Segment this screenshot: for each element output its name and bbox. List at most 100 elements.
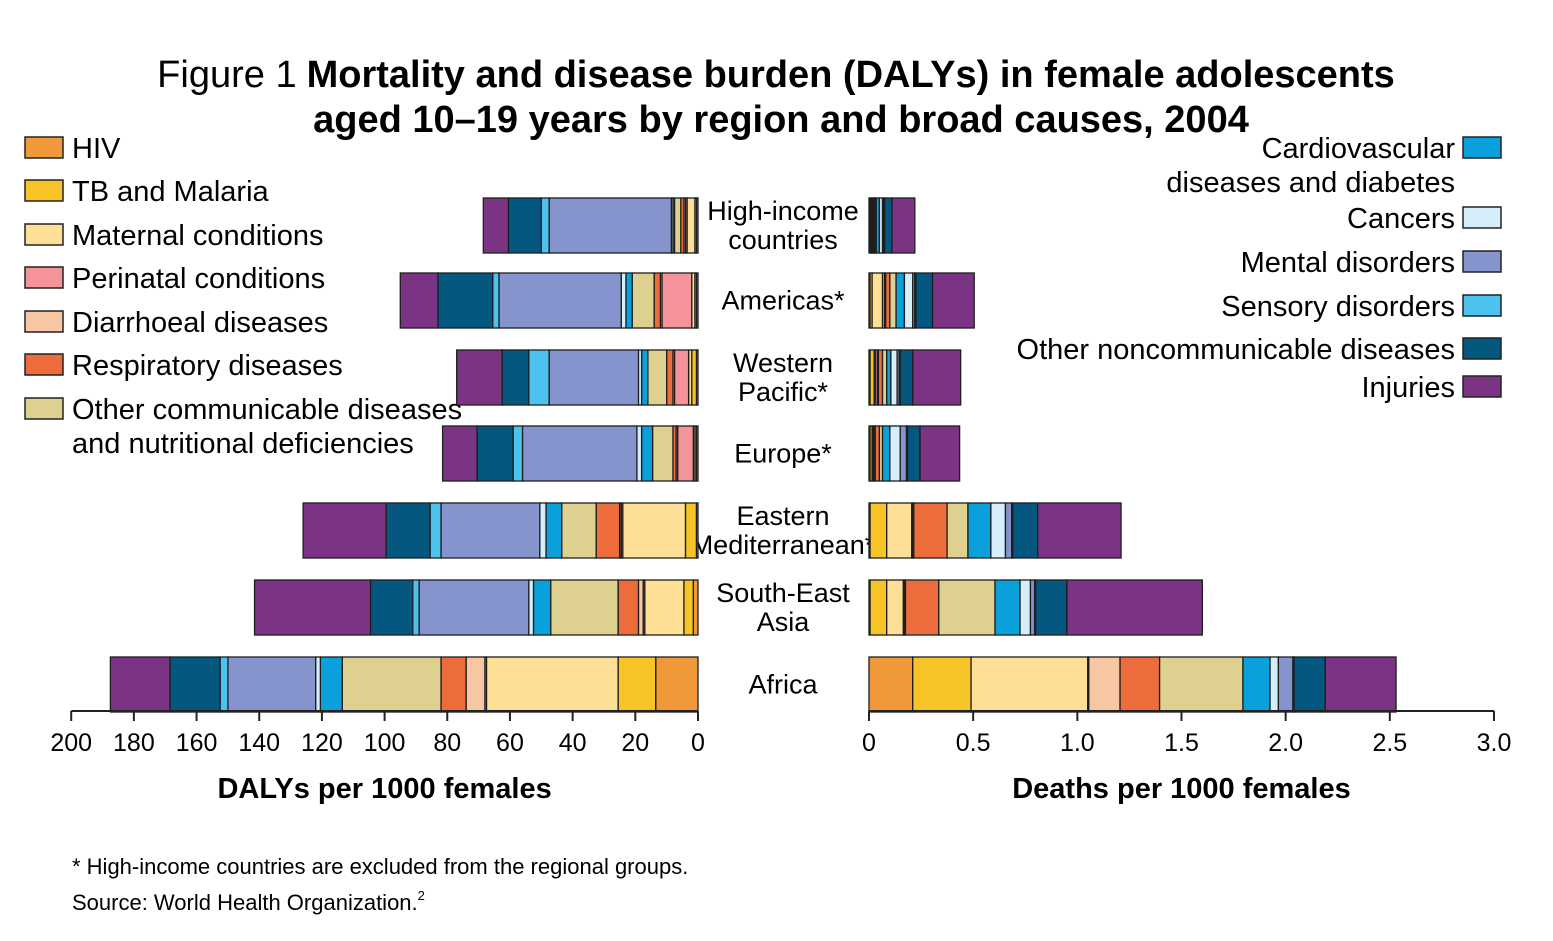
bar-deaths-americas-maternal [871,272,884,329]
bar-deaths-eastern-mediterranean-othercomm [946,502,969,559]
bar-deaths-africa-cancers [1269,656,1280,713]
bar-deaths-eastern-mediterranean-maternal [886,502,913,559]
category-label-south-east-asia: Asia [757,607,811,637]
chart-title-line2: aged 10–19 years by region and broad cau… [313,99,1249,141]
bar-dalys-south-east-asia-diarrhoeal [637,579,644,636]
bar-deaths-africa-otherncd [1293,656,1326,713]
bar-deaths-eastern-mediterranean-respiratory [913,502,948,559]
category-label-western-pacific: Pacific* [738,377,829,407]
bar-dalys-eastern-mediterranean-cardio [545,502,563,559]
bar-deaths-south-east-asia-cancers [1019,579,1032,636]
bar-deaths-eastern-mediterranean-cancers [990,502,1007,559]
legend-swatch-injuries [1462,375,1502,398]
bar-deaths-south-east-asia-tb [869,579,888,636]
tick-label-dalys-160: 160 [176,729,218,757]
legend-label-cancers: Cancers [1347,203,1455,235]
bar-dalys-americas-cardio [625,272,633,329]
bar-dalys-americas-otherncd [437,272,494,329]
bar-dalys-americas-injuries [399,272,439,329]
bar-dalys-south-east-asia-othercomm [550,579,619,636]
bar-dalys-high-income-countries-sensory [540,197,550,254]
legend-label-diarrhoeal: Diarrhoeal diseases [72,307,328,339]
tick-label-deaths-0: 0 [862,729,876,757]
bar-dalys-africa-cancers [314,656,321,713]
bar-deaths-europe-cancers [889,425,901,482]
bar-dalys-south-east-asia-cardio [532,579,552,636]
legend-label-otherncd: Other noncommunicable diseases [1017,334,1455,366]
bar-dalys-americas-mental [498,272,622,329]
category-label-eastern-mediterranean: Eastern [736,501,829,531]
bar-dalys-europe-injuries [441,425,478,482]
category-label-africa: Africa [748,670,818,700]
bar-dalys-western-pacific-sensory [528,349,550,406]
legend-label-othercomm: Other communicable diseases [72,394,462,426]
axis-title-dalys: DALYs per 1000 females [217,773,551,805]
bar-deaths-americas-otherncd [915,272,934,329]
legend-swatch-perinatal [24,266,64,289]
legend-swatch-sensory [1462,294,1502,317]
legend-label-maternal: Maternal conditions [72,220,323,252]
legend-label-perinatal: Perinatal conditions [72,263,325,295]
bar-dalys-africa-maternal [485,656,619,713]
bar-deaths-western-pacific-injuries [912,349,962,406]
bar-deaths-western-pacific-otherncd [899,349,914,406]
bar-dalys-europe-othercomm [651,425,674,482]
bar-deaths-americas-othercomm [889,272,897,329]
legend-swatch-cancers [1462,206,1502,229]
tick-label-deaths-3-0: 3.0 [1477,729,1512,757]
tick-label-dalys-120: 120 [301,729,343,757]
bar-dalys-eastern-mediterranean-tb [684,502,698,559]
bar-dalys-europe-sensory [512,425,524,482]
bar-deaths-eastern-mediterranean-injuries [1037,502,1122,559]
source-text: Source: World Health Organization. [72,890,418,915]
bar-deaths-europe-injuries [919,425,961,482]
legend-swatch-otherncd [1462,337,1502,360]
bar-dalys-south-east-asia-respiratory [617,579,640,636]
bar-deaths-africa-tb [912,656,972,713]
tick-label-dalys-80: 80 [433,729,461,757]
legend-label-tb: TB and Malaria [72,176,270,208]
bar-dalys-eastern-mediterranean-cancers [539,502,547,559]
bar-deaths-high-income-countries-otherncd [883,197,893,254]
bar-dalys-africa-diarrhoeal [465,656,486,713]
bar-dalys-western-pacific-injuries [456,349,503,406]
bar-dalys-europe-mental [521,425,638,482]
bar-dalys-africa-otherncd [169,656,221,713]
bar-dalys-high-income-countries-mental [548,197,673,254]
bar-dalys-americas-respiratory [653,272,662,329]
category-label-western-pacific: Western [733,348,833,378]
tick-label-deaths-1-5: 1.5 [1164,729,1199,757]
bar-dalys-europe-cardio [640,425,654,482]
bar-dalys-south-east-asia-sensory [412,579,420,636]
bar-dalys-south-east-asia-mental [418,579,530,636]
bar-dalys-high-income-countries-otherncd [507,197,542,254]
bar-deaths-south-east-asia-othercomm [938,579,996,636]
bar-deaths-africa-mental [1277,656,1294,713]
legend-label-cardio: diseases and diabetes [1166,167,1455,199]
category-label-south-east-asia: South-East [716,578,850,608]
legend-label-cardio: Cardiovascular [1262,133,1456,165]
title-text-line1: Mortality and disease burden (DALYs) in … [307,54,1395,96]
category-label-eastern-mediterranean: Mediterranean* [691,530,876,560]
category-label-high-income-countries: High-income [707,196,859,226]
bar-dalys-eastern-mediterranean-mental [440,502,541,559]
bar-dalys-eastern-mediterranean-othercomm [561,502,597,559]
bar-deaths-south-east-asia-otherncd [1035,579,1068,636]
bar-deaths-americas-cardio [895,272,906,329]
bar-deaths-south-east-asia-injuries [1066,579,1203,636]
bar-dalys-europe-perinatal [676,425,694,482]
bar-dalys-high-income-countries-maternal [686,197,696,254]
bar-dalys-africa-injuries [109,656,171,713]
tick-label-deaths-2-5: 2.5 [1372,729,1407,757]
bar-deaths-south-east-asia-respiratory [904,579,940,636]
bar-deaths-africa-respiratory [1119,656,1161,713]
chart-title-line1: Figure 1 Mortality and disease burden (DA… [157,54,1395,96]
bar-deaths-africa-injuries [1324,656,1397,713]
category-label-europe: Europe* [734,439,832,469]
bar-dalys-africa-respiratory [440,656,467,713]
bar-dalys-eastern-mediterranean-respiratory [595,502,621,559]
bar-dalys-high-income-countries-othercomm [673,197,682,254]
bar-deaths-africa-maternal [970,656,1089,713]
